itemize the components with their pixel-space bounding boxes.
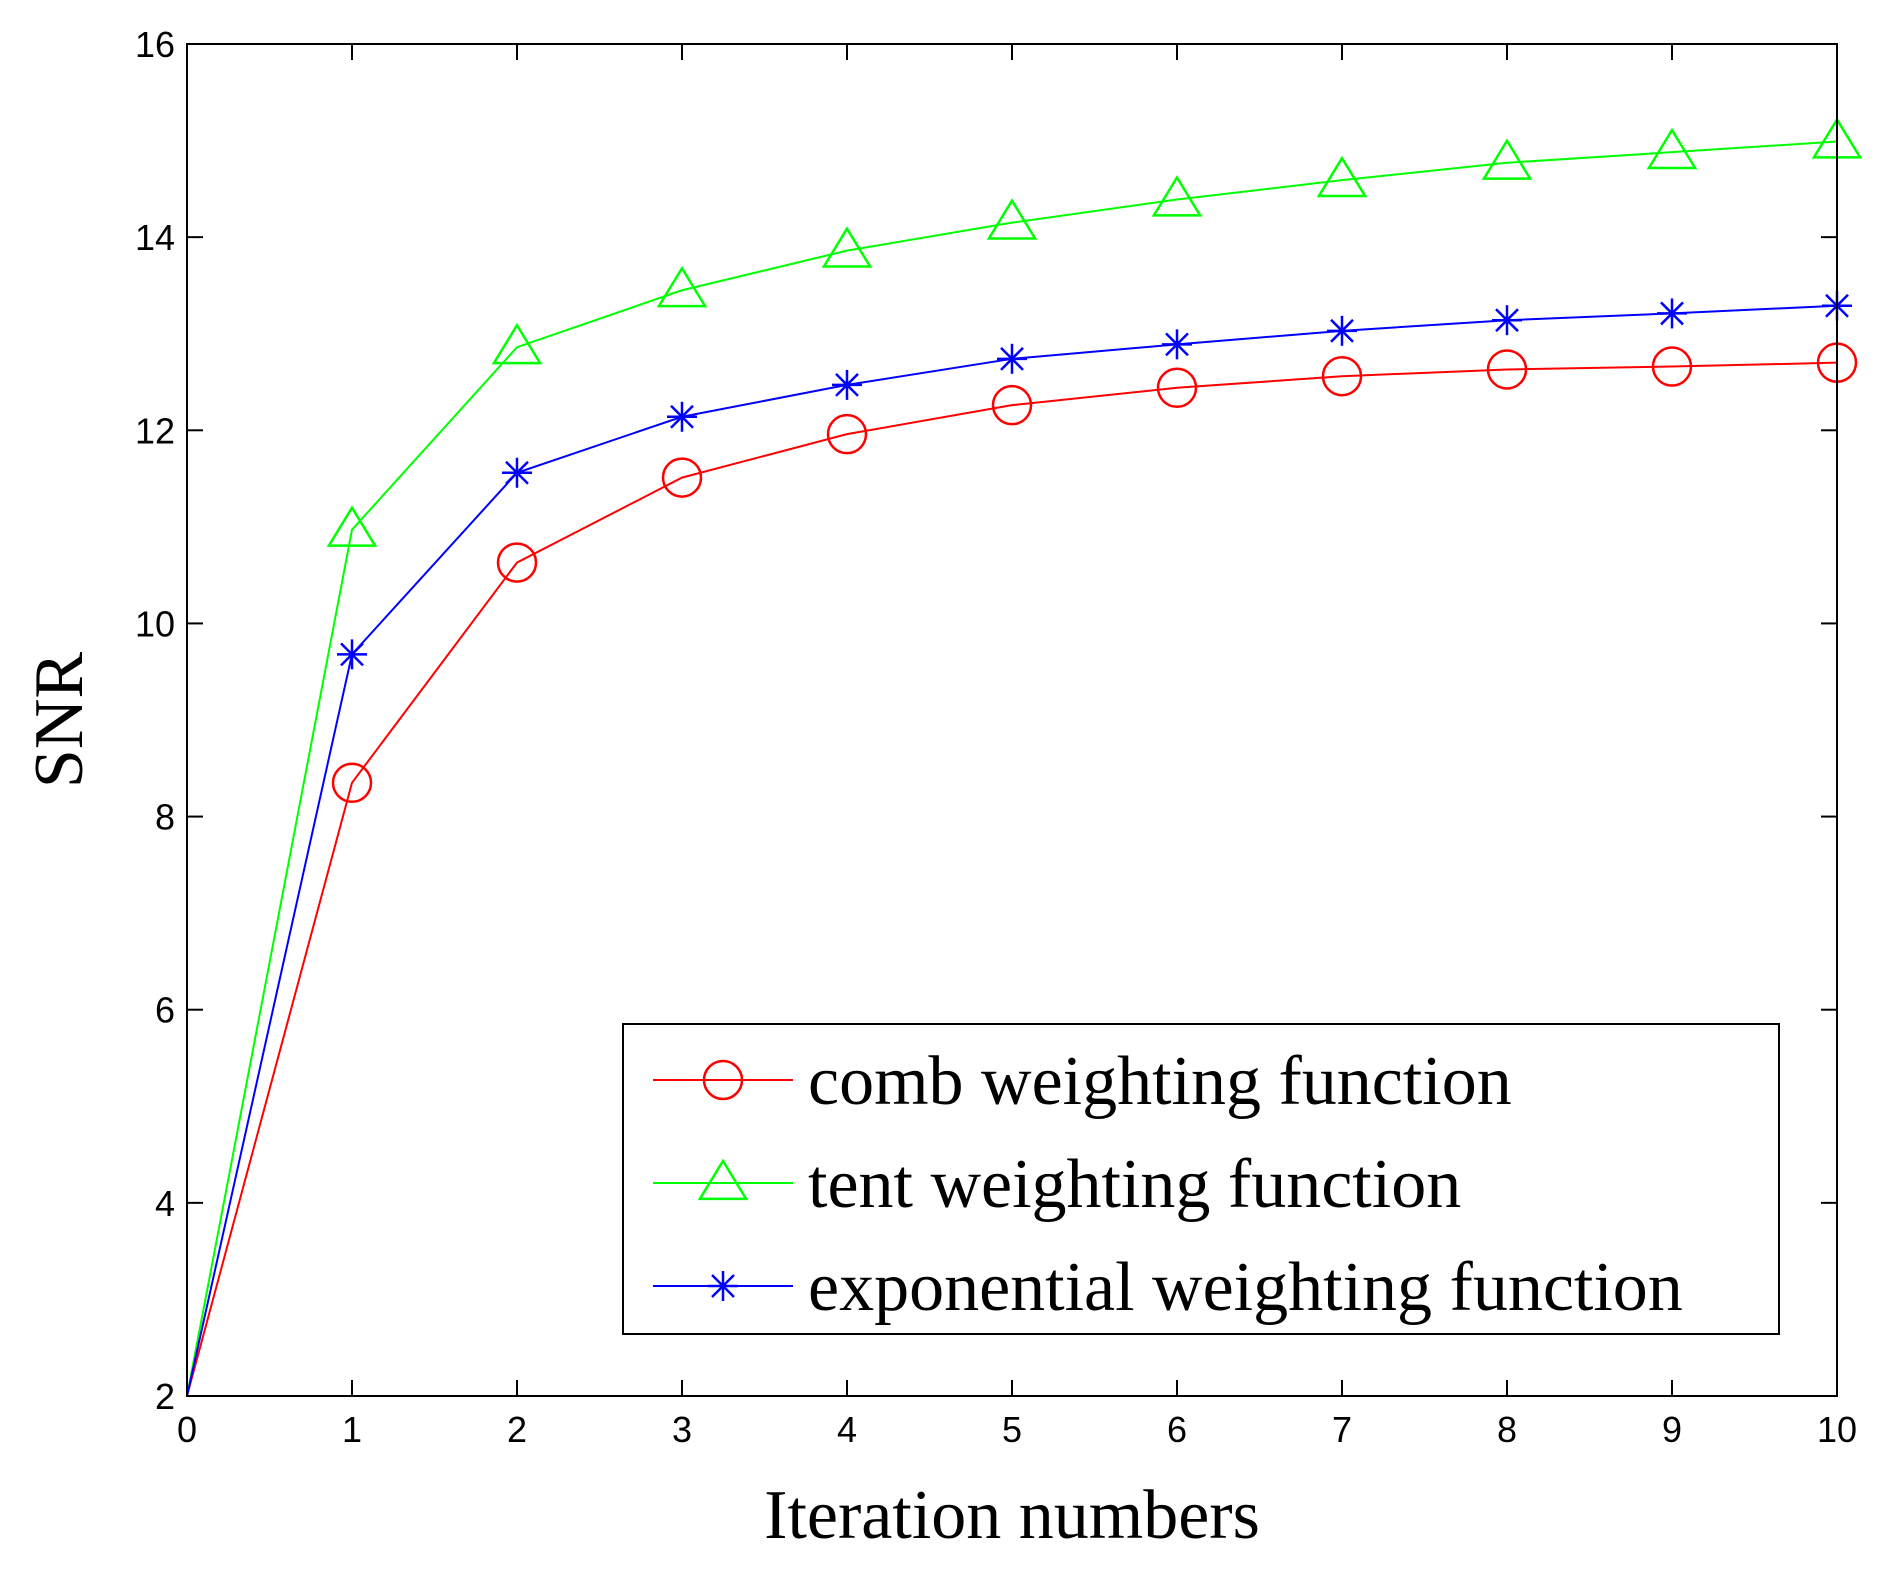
x-tick-label: 0 — [177, 1409, 197, 1450]
data-point-triangle — [491, 322, 543, 365]
data-point-triangle — [1151, 175, 1203, 217]
x-tick-label: 3 — [672, 1409, 692, 1450]
data-point-circle — [826, 413, 868, 455]
y-tick-label: 12 — [135, 410, 175, 451]
x-tick-label: 7 — [1332, 1409, 1352, 1450]
data-point-triangle — [656, 265, 708, 308]
data-point-star — [832, 369, 862, 400]
data-point-triangle — [1316, 155, 1368, 198]
series-2 — [186, 117, 1863, 1397]
y-tick-label: 2 — [155, 1376, 175, 1417]
x-tick-label: 5 — [1002, 1409, 1022, 1450]
data-point-circle — [1156, 367, 1198, 409]
legend-entry: tent weighting function — [653, 1146, 1461, 1223]
x-tick-label: 9 — [1662, 1409, 1682, 1450]
x-tick-label: 2 — [507, 1409, 527, 1450]
data-point-circle — [331, 762, 373, 804]
legend: comb weighting function tent weighting fu… — [622, 1023, 1780, 1335]
legend-box — [622, 1023, 1780, 1335]
legend-entry: comb weighting function — [653, 1043, 1512, 1120]
data-point-circle — [661, 457, 703, 498]
legend-marker-star — [708, 1271, 738, 1301]
data-point-triangle — [821, 226, 873, 268]
y-axis-title: SNR — [21, 652, 98, 788]
data-point-circle — [496, 542, 538, 583]
y-tick-label: 10 — [135, 603, 175, 644]
data-point-star — [997, 343, 1027, 374]
x-tick-label: 10 — [1817, 1409, 1857, 1450]
x-tick-label: 8 — [1497, 1409, 1517, 1450]
y-tick-label: 4 — [155, 1183, 175, 1224]
series-line — [186, 140, 1838, 1397]
x-tick-label: 4 — [837, 1409, 857, 1450]
series-layer — [186, 117, 1863, 1397]
data-point-circle — [991, 384, 1033, 426]
legend-label: tent weighting function — [808, 1146, 1461, 1223]
data-point-triangle — [1481, 138, 1533, 180]
x-tick-label: 1 — [342, 1409, 362, 1450]
data-point-triangle — [986, 198, 1038, 240]
series-1 — [186, 342, 1858, 1397]
data-point-circle — [1486, 349, 1528, 390]
legend-entry: exponential weighting function — [653, 1249, 1683, 1326]
y-tick-label: 14 — [135, 217, 175, 258]
legend-label: comb weighting function — [808, 1043, 1512, 1120]
data-point-circle — [1651, 346, 1693, 387]
data-point-star — [1327, 315, 1357, 346]
x-axis-title: Iteration numbers — [764, 1477, 1260, 1554]
data-point-star — [1657, 298, 1687, 329]
data-point-star — [502, 457, 532, 488]
y-tick-label: 16 — [135, 24, 175, 65]
series-line — [186, 361, 1838, 1397]
data-point-circle — [1321, 355, 1363, 397]
data-point-triangle — [326, 505, 378, 547]
legend-marker-circle — [702, 1059, 744, 1101]
data-point-star — [1492, 305, 1522, 336]
y-tick-label: 8 — [155, 797, 175, 838]
data-point-star — [667, 401, 697, 432]
legend-marker-triangle — [697, 1158, 749, 1201]
data-point-star — [337, 639, 367, 670]
x-tick-label: 6 — [1167, 1409, 1187, 1450]
y-tick-label: 6 — [155, 990, 175, 1031]
data-point-star — [1162, 329, 1192, 360]
data-point-triangle — [1646, 127, 1698, 170]
legend-label: exponential weighting function — [808, 1249, 1683, 1326]
series-3 — [186, 290, 1852, 1397]
